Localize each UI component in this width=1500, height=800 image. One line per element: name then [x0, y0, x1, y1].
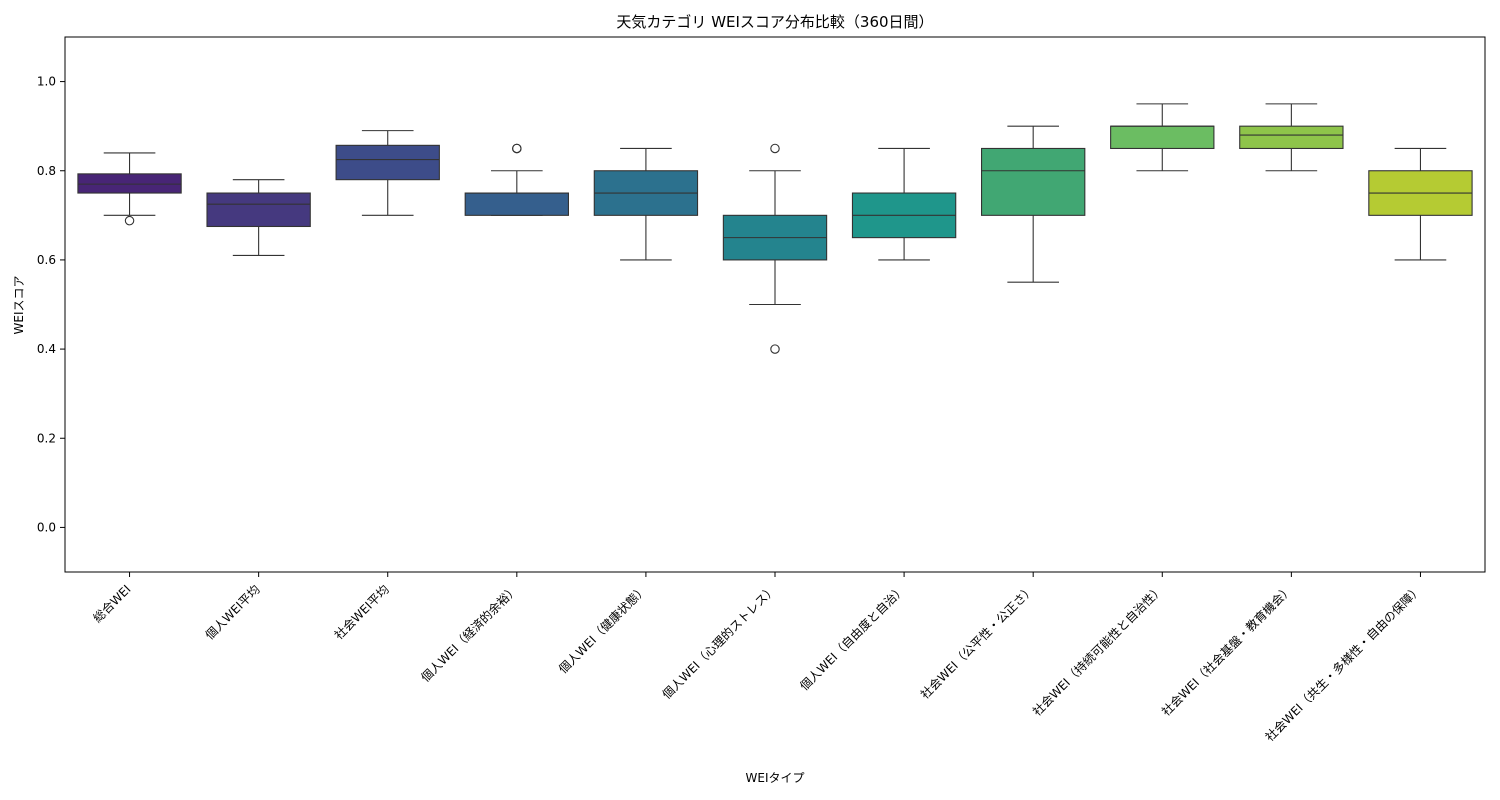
x-tick-label: 個人WEI（経済的余裕）: [418, 582, 521, 685]
box-group: [335, 130, 440, 216]
x-tick-label: 社会WEI平均: [331, 582, 392, 643]
y-tick-label: 0.0: [37, 520, 56, 534]
box-group: [1110, 103, 1215, 172]
box-iqr: [980, 147, 1086, 216]
box-iqr: [1110, 125, 1215, 150]
chart-title: 天気カテゴリ WEIスコア分布比較（360日間）: [616, 13, 933, 31]
y-tick-label: 1.0: [37, 75, 56, 89]
box-group: [851, 147, 957, 261]
x-tick-label: 社会WEI（持続可能性と自治性）: [1029, 582, 1166, 719]
x-tick-label: 個人WEI平均: [203, 582, 263, 642]
y-axis-label: WEIスコア: [12, 276, 26, 335]
x-tick-label: 社会WEI（公平性・公正さ）: [917, 582, 1037, 702]
box-iqr: [206, 192, 311, 228]
box-iqr: [1239, 125, 1344, 150]
x-tick-label: 個人WEI（心理的ストレス）: [659, 582, 779, 702]
x-tick-label: 個人WEI（自由度と自治）: [796, 582, 908, 694]
box-group: [1368, 147, 1473, 261]
y-axis: 0.0 0.2 0.4 0.6 0.8 1.0: [37, 75, 65, 534]
y-tick-label: 0.8: [37, 164, 56, 178]
y-tick-label: 0.6: [37, 253, 56, 267]
box-iqr: [464, 192, 570, 216]
outlier-point: [512, 143, 522, 154]
x-tick-label: 総合WEI: [90, 582, 134, 626]
x-axis-label: WEIタイプ: [746, 771, 805, 785]
box-group: [980, 125, 1086, 283]
box-series: [77, 103, 1473, 354]
box-iqr: [77, 173, 182, 194]
box-iqr: [335, 144, 440, 181]
x-tick-label: 社会WEI（共生・多様性・自由の保障）: [1262, 582, 1425, 745]
y-tick-label: 0.2: [37, 431, 56, 445]
x-tick-label: 個人WEI（健康状態）: [555, 582, 650, 677]
box-group: [593, 147, 699, 261]
outlier-point: [124, 215, 135, 226]
box-group: [722, 143, 828, 354]
x-axis: 総合WEI 個人WEI平均 社会WEI平均 個人WEI（経済的余裕） 個人WEI（健康状…: [90, 572, 1425, 744]
box-group: [206, 179, 311, 257]
box-group: [464, 143, 570, 216]
y-tick-label: 0.4: [37, 342, 56, 356]
outlier-point: [770, 143, 780, 154]
box-group: [77, 152, 182, 226]
box-group: [1239, 103, 1344, 172]
outlier-point: [770, 344, 780, 354]
x-tick-label: 社会WEI（社会基盤・教育機会）: [1158, 582, 1295, 719]
